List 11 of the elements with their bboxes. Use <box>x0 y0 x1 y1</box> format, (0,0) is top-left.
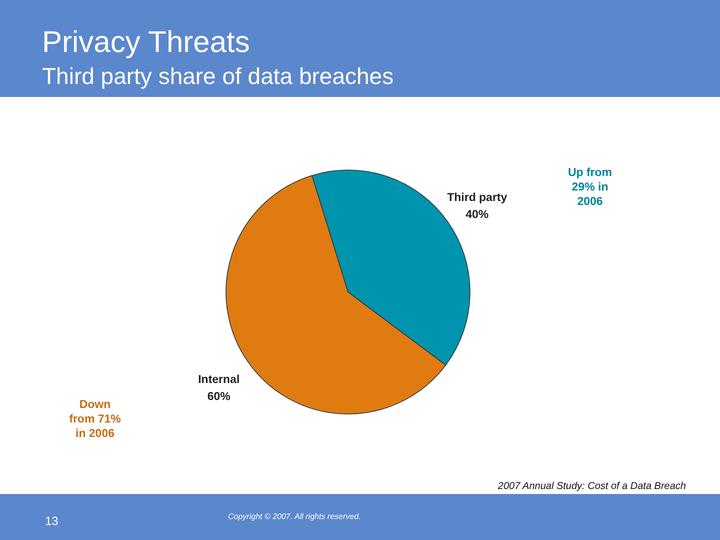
text: Down from 71% in 2006 <box>69 399 121 440</box>
text: Copyright © 2007. All rights reserved. <box>228 512 361 521</box>
data-label: 40% <box>466 208 489 221</box>
slice-label: Internal <box>198 374 240 386</box>
data-label: 60% <box>207 391 230 404</box>
text: 13 <box>45 514 59 528</box>
text: 2007 Annual Study: Cost of a Data Breach <box>496 481 686 492</box>
chart-subtitle: Third party share of data breaches <box>42 63 394 89</box>
chart-title: Privacy Threats <box>42 26 250 59</box>
slice-label: Third party <box>447 192 508 204</box>
text: Up from 29% in 2006 <box>568 167 612 208</box>
